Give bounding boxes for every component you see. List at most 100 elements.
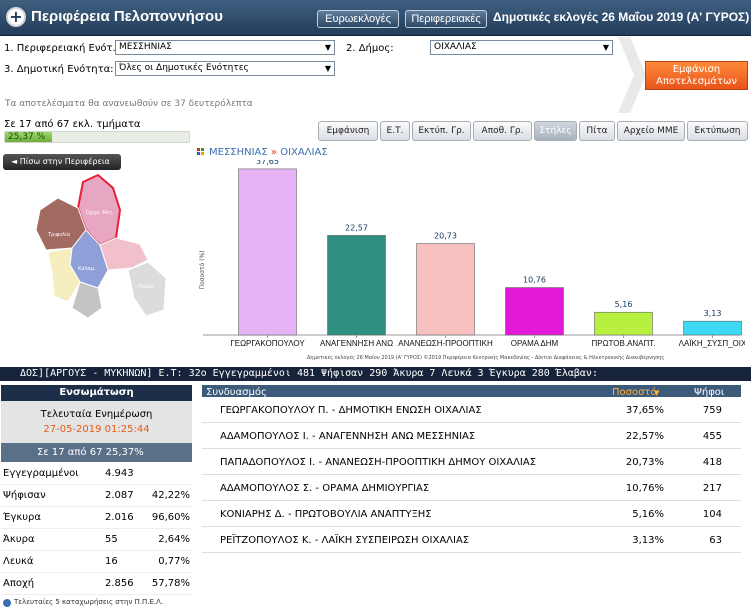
- show-results-button[interactable]: Εμφάνιση Αποτελεσμάτων: [645, 61, 748, 90]
- result-row[interactable]: ΓΕΩΡΓΑΚΟΠΟΥΛΟΥ Π. - ΔΗΜΟΤΙΚΗ ΕΝΩΣΗ ΟΙΧΑΛ…: [202, 397, 741, 423]
- result-party: ΓΕΩΡΓΑΚΟΠΟΥΛΟΥ Π. - ΔΗΜΟΤΙΚΗ ΕΝΩΣΗ ΟΙΧΑΛ…: [220, 405, 482, 416]
- col-pct-header[interactable]: Ποσοστό: [612, 387, 657, 398]
- summary-row-label: Λευκά: [3, 556, 34, 567]
- x-tick-label: ΑΝΑΝΕΩΣΗ-ΠΡΟΟΠΤΙΚΗ: [398, 339, 493, 348]
- municipality-value: ΟΙΧΑΛΙΑΣ: [434, 42, 477, 52]
- regional-elections-button[interactable]: Περιφερειακές: [405, 10, 487, 28]
- progress-bar-fill: [5, 132, 52, 142]
- result-percent: 10,76%: [625, 483, 664, 494]
- tab-show[interactable]: Εμφάνιση: [318, 121, 378, 141]
- counted-text: Σε 17 από 67 εκλ. τμήματα: [4, 119, 141, 130]
- summary-row: Λευκά 16 0,77%: [1, 551, 192, 573]
- bar-3[interactable]: [416, 243, 475, 336]
- municipality-select[interactable]: ΟΙΧΑΛΙΑΣ ▼: [430, 40, 613, 55]
- result-percent: 20,73%: [625, 457, 664, 468]
- chevron-down-icon: ▼: [324, 64, 331, 73]
- back-to-region-button[interactable]: ◄ Πίσω στην Περιφέρεια: [3, 154, 121, 170]
- map-area-south[interactable]: [71, 281, 103, 319]
- bar-2[interactable]: [327, 235, 386, 336]
- x-tick-label: ΟΡΑΜΑ ΔΗΜ: [511, 339, 559, 348]
- bar-1[interactable]: [238, 168, 297, 336]
- x-tick-label: ΓΕΩΡΓΑΚΟΠΟΥΛΟΥ: [230, 339, 305, 348]
- result-row[interactable]: ΡΕΪΤΖΟΠΟΥΛΟΣ Κ. - ΛΑΪΚΗ ΣΥΣΠΕΙΡΩΣΗ ΟΙΧΑΛ…: [202, 527, 741, 553]
- result-party: ΠΑΠΑΔΟΠΟΥΛΟΣ Ι. - ΑΝΑΝΕΩΣΗ-ΠΡΟΟΠΤΙΚΗ ΔΗΜ…: [220, 457, 537, 468]
- summary-row-percent: 42,22%: [151, 490, 190, 501]
- breadcrumb-separator: »: [270, 147, 278, 158]
- x-tick-label: ΛΑΪΚΗ_ΣΥΣΠ_ΟΙΧ: [679, 339, 745, 348]
- summary-row-value: 4.943: [105, 468, 134, 479]
- tab-columns[interactable]: Στήλες: [534, 121, 577, 141]
- summary-row-value: 55: [105, 534, 118, 545]
- result-row[interactable]: ΚΟΝΙΑΡΗΣ Δ. - ΠΡΩΤΟΒΟΥΛΙΑ ΑΝΑΠΤΥΞΗΣ 5,16%…: [202, 501, 741, 527]
- summary-row-value: 16: [105, 556, 118, 567]
- summary-title: Ενσωμάτωση: [1, 385, 192, 401]
- bar-value-label: 5,16: [615, 300, 633, 309]
- result-percent: 37,65%: [625, 405, 664, 416]
- last-update-label: Τελευταία Ενημέρωση: [40, 409, 153, 420]
- col-votes-header[interactable]: Ψήφοι: [694, 387, 725, 398]
- summary-row: Ψήφισαν 2.087 42,22%: [1, 485, 192, 507]
- municipal-unit-label: 3. Δημοτική Ενότητα:: [4, 64, 114, 75]
- regional-unit-select[interactable]: ΜΕΣΣΗΝΙΑΣ ▼: [115, 40, 335, 55]
- result-row[interactable]: ΑΔΑΜΟΠΟΥΛΟΣ Σ. - ΟΡΑΜΑ ΔΗΜΙΟΥΡΓΙΑΣ 10,76%…: [202, 475, 741, 501]
- plus-logo-icon: +: [6, 7, 26, 27]
- footer-note[interactable]: Τελευταίες 5 καταχωρήσεις στην Π.Π.Ε.Λ.: [14, 598, 164, 606]
- progress-bar: [4, 131, 190, 143]
- municipal-unit-select[interactable]: Όλες οι Δημοτικές Ενότητες ▼: [115, 61, 335, 76]
- result-row[interactable]: ΠΑΠΑΔΟΠΟΥΛΟΣ Ι. - ΑΝΑΝΕΩΣΗ-ΠΡΟΟΠΤΙΚΗ ΔΗΜ…: [202, 449, 741, 475]
- last-update-box: [1, 401, 192, 443]
- col-party-header[interactable]: Συνδυασμός: [206, 387, 267, 398]
- bar-5[interactable]: [594, 311, 653, 336]
- tab-pie[interactable]: Πίτα: [579, 121, 615, 141]
- regional-unit-value: ΜΕΣΣΗΝΙΑΣ: [119, 42, 172, 52]
- summary-row-label: Ψήφισαν: [3, 490, 46, 501]
- x-tick-label: ΠΡΩΤΟΒ.ΑΝΑΠΤ.: [591, 339, 655, 348]
- result-votes: 759: [702, 405, 722, 416]
- result-party: ΑΔΑΜΟΠΟΥΛΟΣ Ι. - ΑΝΑΓΕΝΝΗΣΗ ΑΝΩ ΜΕΣΣΗΝΙΑ…: [220, 431, 476, 442]
- result-votes: 418: [702, 457, 722, 468]
- summary-row: Άκυρα 55 2,64%: [1, 529, 192, 551]
- result-party: ΚΟΝΙΑΡΗΣ Δ. - ΠΡΩΤΟΒΟΥΛΙΑ ΑΝΑΠΤΥΞΗΣ: [220, 509, 432, 520]
- info-icon: [3, 599, 11, 607]
- chevron-down-icon: ▼: [324, 43, 331, 52]
- result-row[interactable]: ΑΔΑΜΟΠΟΥΛΟΣ Ι. - ΑΝΑΓΕΝΝΗΣΗ ΑΝΩ ΜΕΣΣΗΝΙΑ…: [202, 423, 741, 449]
- arrow-divider-icon: [618, 37, 646, 113]
- news-ticker: ΔΟΣ][ΑΡΓΟΥΣ - ΜΥΚΗΝΩΝ] Ε.Τ: 32ο Εγγεγραμ…: [0, 367, 751, 381]
- bar-value-label: 22,57: [345, 223, 368, 232]
- summary-row-label: Έγκυρα: [3, 512, 41, 523]
- tab-print[interactable]: Εκτύπωση: [687, 121, 748, 141]
- map-area-east[interactable]: [99, 237, 149, 271]
- tab-save-chart[interactable]: Αποθ. Γρ.: [473, 121, 532, 141]
- summary-row-percent: 2,64%: [158, 534, 190, 545]
- bar-value-label: 20,73: [434, 232, 457, 241]
- chart-caption: Δημοτικές εκλογές 26 Μαΐου 2019 (Α' ΓΥΡΟ…: [307, 353, 664, 361]
- tab-et[interactable]: Ε.Τ.: [380, 121, 410, 141]
- map-area-southeast[interactable]: [127, 261, 167, 317]
- municipality-label: 2. Δήμος:: [346, 43, 394, 54]
- result-percent: 5,16%: [632, 509, 664, 520]
- tab-print-chart[interactable]: Εκτύπ. Γρ.: [412, 121, 471, 141]
- map-area-southwest[interactable]: [47, 247, 81, 303]
- last-update-time: 27-05-2019 01:25:44: [43, 424, 150, 435]
- tab-media-file[interactable]: Αρχείο ΜΜΕ: [617, 121, 685, 141]
- sort-down-icon[interactable]: ▼: [654, 389, 660, 397]
- breadcrumb-municipality[interactable]: ΟΙΧΑΛΙΑΣ: [280, 147, 328, 158]
- summary-row: Έγκυρα 2.016 96,60%: [1, 507, 192, 529]
- result-votes: 455: [702, 431, 722, 442]
- bar-value-label: 37,65: [256, 160, 279, 166]
- bar-chart: Ποσοστό (%) 37,65 ΓΕΩΡΓΑΚΟΠΟΥΛΟΥ 22,57 ΑΝΑΓΕ…: [199, 160, 745, 361]
- bar-value-label: 10,76: [523, 276, 546, 285]
- result-party: ΑΔΑΜΟΠΟΥΛΟΣ Σ. - ΟΡΑΜΑ ΔΗΜΙΟΥΡΓΙΑΣ: [220, 483, 430, 494]
- breadcrumb-region[interactable]: ΜΕΣΣΗΝΙΑΣ: [209, 147, 268, 158]
- map-label-a: Όρχο. Μες.: [85, 209, 114, 216]
- municipal-unit-value: Όλες οι Δημοτικές Ενότητες: [119, 63, 249, 73]
- bar-4[interactable]: [505, 287, 564, 336]
- euro-elections-button[interactable]: Ευρωεκλογές: [317, 10, 399, 28]
- election-title: Δημοτικές εκλογές 26 Μαΐου 2019 (Α' ΓΥΡΟ…: [493, 10, 750, 24]
- counted-summary: Σε 17 από 67 25,37%: [1, 443, 192, 462]
- result-votes: 63: [709, 535, 722, 546]
- result-percent: 3,13%: [632, 535, 664, 546]
- result-votes: 217: [702, 483, 722, 494]
- bar-6[interactable]: [683, 320, 742, 336]
- summary-row-percent: 0,77%: [158, 556, 190, 567]
